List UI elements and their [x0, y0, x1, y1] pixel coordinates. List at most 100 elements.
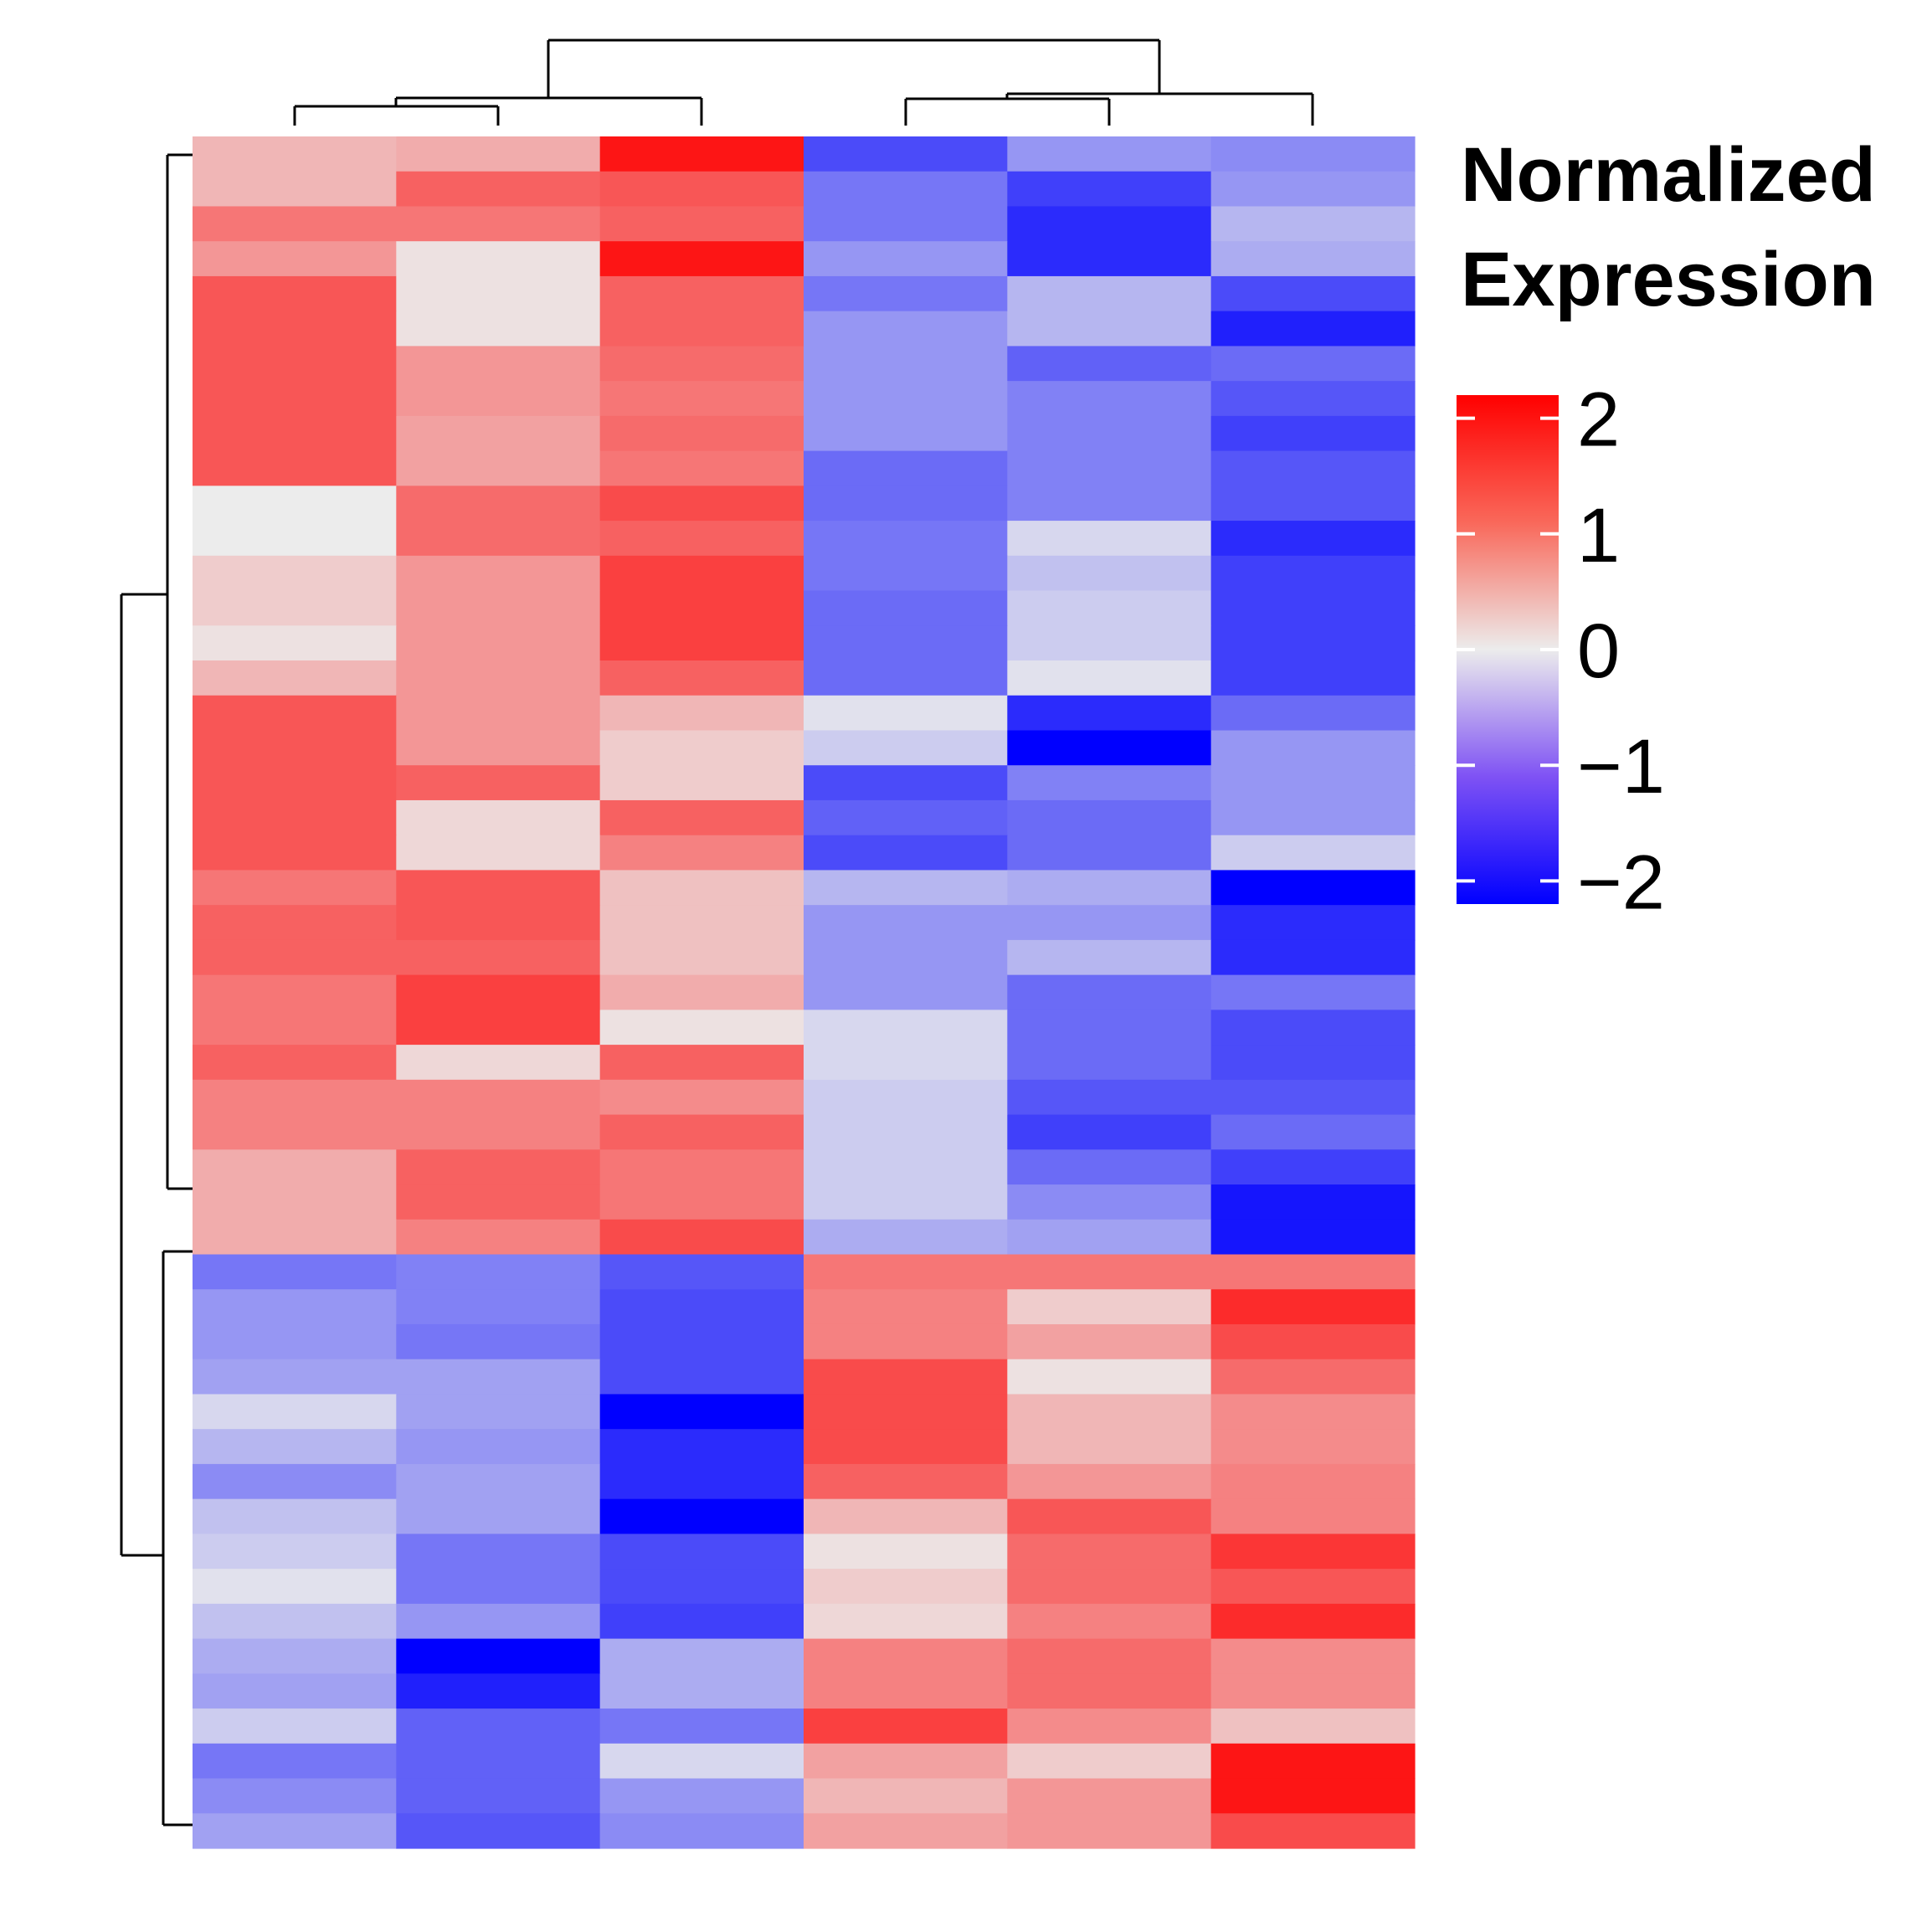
heatmap-cell — [396, 799, 601, 836]
heatmap-cell — [804, 1778, 1008, 1814]
heatmap-cell — [804, 450, 1008, 486]
heatmap-cell — [804, 555, 1008, 592]
heatmap-cell — [1210, 1463, 1416, 1500]
heatmap-cell — [1210, 1498, 1416, 1534]
heatmap-cell — [1210, 486, 1416, 522]
heatmap-cell — [396, 765, 601, 801]
heatmap-cell — [193, 1289, 397, 1325]
heatmap-cell — [599, 1603, 804, 1640]
heatmap-cell — [804, 1638, 1008, 1674]
heatmap-cell — [1007, 1289, 1212, 1325]
heatmap-cell — [599, 1743, 804, 1780]
heatmap-cell — [599, 730, 804, 766]
heatmap-cell — [599, 1569, 804, 1605]
heatmap-cell — [804, 660, 1008, 696]
heatmap-cell — [1210, 1184, 1416, 1220]
heatmap-cell — [1007, 1498, 1212, 1534]
heatmap-cell — [1007, 1463, 1212, 1500]
heatmap-cell — [599, 590, 804, 626]
heatmap-cell — [1210, 1813, 1416, 1849]
heatmap-cell — [193, 1149, 397, 1185]
heatmap-cell — [1007, 590, 1212, 626]
heatmap-cell — [193, 1429, 397, 1465]
heatmap-cell — [396, 695, 601, 732]
heatmap-cell — [804, 625, 1008, 661]
heatmap-cell — [193, 590, 397, 626]
heatmap-cell — [1007, 939, 1212, 976]
heatmap-cell — [599, 1079, 804, 1116]
heatmap-cell — [193, 1359, 397, 1395]
heatmap-cell — [396, 1079, 601, 1116]
heatmap-cell — [1007, 1045, 1212, 1081]
heatmap-cell — [599, 1010, 804, 1046]
heatmap-cell — [599, 1498, 804, 1534]
heatmap-cell — [396, 1778, 601, 1814]
heatmap-cell — [599, 241, 804, 277]
heatmap-cell — [193, 1045, 397, 1081]
heatmap-cell — [1007, 206, 1212, 242]
column-dendrogram — [293, 39, 1314, 126]
heatmap-cell — [1210, 136, 1416, 172]
heatmap-cell — [599, 1149, 804, 1185]
heatmap-cell — [1210, 171, 1416, 208]
heatmap-cell — [804, 1463, 1008, 1500]
heatmap-cell — [804, 730, 1008, 766]
heatmap-cell — [193, 206, 397, 242]
heatmap-cell — [599, 521, 804, 557]
heatmap-cells — [193, 136, 1416, 1849]
heatmap-cell — [396, 1603, 601, 1640]
heatmap-cell — [1007, 1603, 1212, 1640]
heatmap-cell — [193, 730, 397, 766]
heatmap-cell — [396, 1010, 601, 1046]
heatmap-cell — [1210, 1219, 1416, 1256]
heatmap-cell — [1210, 1778, 1416, 1814]
heatmap-cell — [599, 1463, 804, 1500]
heatmap-cell — [1007, 521, 1212, 557]
heatmap-cell — [804, 1673, 1008, 1709]
heatmap-cell — [1007, 870, 1212, 906]
heatmap-cell — [396, 1219, 601, 1256]
legend-tick-label: 1 — [1577, 493, 1620, 578]
heatmap-cell — [804, 311, 1008, 347]
heatmap-cell — [1007, 1638, 1212, 1674]
heatmap-cell — [1210, 381, 1416, 417]
heatmap-cell — [1210, 450, 1416, 486]
heatmap-cell — [1007, 171, 1212, 208]
heatmap-cell — [804, 1289, 1008, 1325]
heatmap-cell — [1007, 450, 1212, 486]
heatmap-cell — [1007, 1254, 1212, 1290]
heatmap-cell — [396, 939, 601, 976]
heatmap-cell — [396, 1045, 601, 1081]
heatmap-cell — [804, 1743, 1008, 1780]
heatmap-cell — [1210, 1394, 1416, 1430]
heatmap-cell — [599, 1429, 804, 1465]
heatmap-cell — [1007, 1149, 1212, 1185]
heatmap-cell — [1007, 311, 1212, 347]
heatmap-cell — [396, 1708, 601, 1744]
heatmap-cell — [193, 765, 397, 801]
legend: Normalized Expression 2 1 0 −1 −2 — [1457, 132, 1876, 925]
heatmap-cell — [1007, 625, 1212, 661]
heatmap-cell — [599, 625, 804, 661]
heatmap-cell — [804, 870, 1008, 906]
heatmap-cell — [599, 1045, 804, 1081]
heatmap-cell — [193, 625, 397, 661]
heatmap-cell — [599, 415, 804, 452]
heatmap-cell — [396, 486, 601, 522]
heatmap-cell — [1007, 1184, 1212, 1220]
heatmap-cell — [396, 1813, 601, 1849]
heatmap-cell — [193, 905, 397, 941]
heatmap-cell — [396, 275, 601, 312]
legend-tick-label: 2 — [1577, 378, 1620, 463]
heatmap-cell — [599, 974, 804, 1010]
heatmap-cell — [1210, 275, 1416, 312]
heatmap-cell — [804, 939, 1008, 976]
heatmap-cell — [396, 730, 601, 766]
heatmap-cell — [804, 171, 1008, 208]
heatmap-cell — [396, 1323, 601, 1360]
heatmap-cell — [396, 206, 601, 242]
heatmap-cell — [1210, 799, 1416, 836]
heatmap-cell — [193, 1638, 397, 1674]
heatmap-cell — [396, 1114, 601, 1150]
